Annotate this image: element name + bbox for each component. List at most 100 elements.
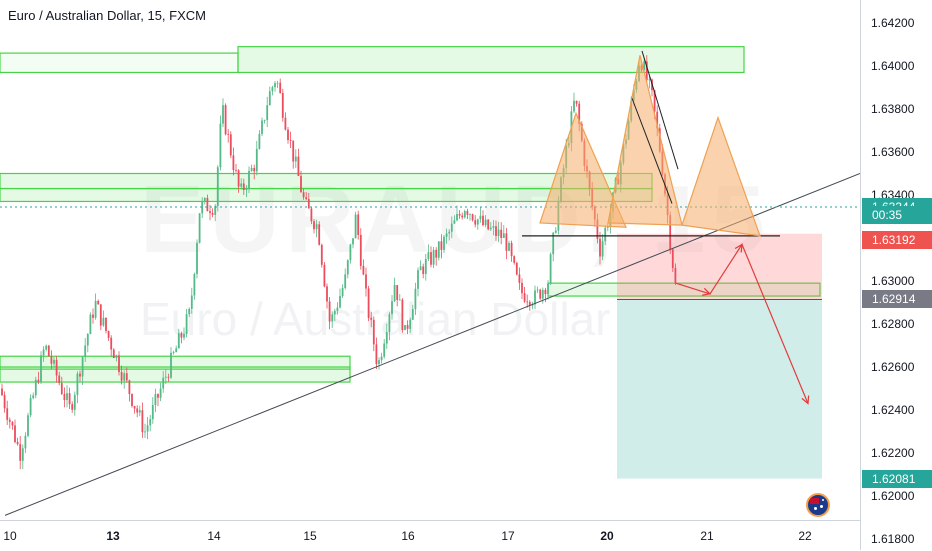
candle-body [284, 117, 287, 130]
candle-body [380, 356, 383, 361]
candle-body [141, 410, 144, 433]
support-resistance-zone [0, 355, 351, 370]
candle-body [458, 213, 461, 216]
take-profit-zone [617, 299, 822, 479]
candle-body [599, 238, 601, 257]
candle-body [339, 296, 341, 308]
candle-body [188, 308, 191, 315]
candle-body [287, 129, 289, 141]
chart-area[interactable]: EURAUD, 15 Euro / Australian Dollar Euro… [0, 0, 860, 520]
candle-body [526, 301, 529, 303]
price-tick-label: 1.63800 [871, 102, 915, 116]
candle-body [177, 333, 180, 349]
candle-body [133, 406, 136, 409]
price-chart[interactable] [0, 0, 860, 520]
candle-body [86, 334, 89, 346]
candle-body [487, 219, 490, 230]
candle-body [466, 211, 469, 215]
candle-body [97, 300, 100, 305]
candle-body [424, 259, 427, 274]
candle-body [3, 395, 6, 409]
candle-body [375, 344, 378, 365]
candle-body [110, 337, 113, 350]
candle-body [214, 205, 217, 215]
candle-body [144, 431, 146, 433]
candle-body [492, 226, 495, 228]
candle-body [258, 133, 261, 149]
candle-body [500, 229, 503, 238]
candle-body [341, 287, 344, 297]
candle-body [497, 229, 500, 236]
candle-body [443, 236, 445, 250]
price-tick-label: 1.63000 [871, 274, 915, 288]
candle-body [211, 212, 214, 215]
candle-body [276, 82, 279, 84]
candle-body [79, 373, 81, 377]
watermark-name: Euro / Australian Dollar [140, 293, 611, 345]
candle-body [53, 359, 55, 364]
candle-body [601, 241, 604, 257]
candle-body [45, 345, 48, 350]
candle-body [378, 360, 380, 365]
candle-body [388, 314, 391, 333]
candle-body [521, 282, 523, 294]
head [607, 55, 683, 226]
candle-body [92, 314, 94, 318]
candle-body [578, 103, 581, 124]
candle-body [471, 214, 474, 221]
time-axis[interactable]: 10 13 14 15 16 17 20 21 22 [0, 520, 860, 551]
time-tick-label: 10 [3, 529, 17, 543]
candle-body [300, 176, 302, 193]
candle-body [541, 289, 544, 299]
candle-body [63, 393, 66, 400]
candle-body [216, 167, 219, 206]
candle-body [219, 123, 222, 168]
price-tick-label: 1.64000 [871, 59, 915, 73]
arrow-head [702, 287, 712, 296]
candle-body [320, 244, 323, 265]
candle-body [362, 265, 365, 275]
candle-body [385, 332, 388, 344]
price-badge: 1.62081 [862, 469, 932, 488]
candle-body [544, 289, 547, 295]
candle-body [146, 425, 149, 432]
candle-body [245, 188, 248, 191]
candle-body [484, 219, 487, 226]
candle-body [154, 394, 157, 405]
candle-body [346, 260, 349, 275]
chart-title: Euro / Australian Dollar, 15, FXCM [8, 8, 206, 23]
candle-body [539, 289, 542, 299]
candle-body [266, 105, 269, 121]
candle-body [448, 231, 451, 234]
candle-body [435, 249, 438, 258]
candle-body [671, 249, 674, 268]
candle-body [354, 214, 357, 239]
australia-flag-icon[interactable] [806, 493, 830, 517]
candle-body [674, 267, 677, 284]
candle-body [409, 319, 412, 329]
candle-body [344, 274, 347, 288]
candle-body [554, 230, 557, 233]
price-axis[interactable]: 1.64200 1.64000 1.63800 1.63600 1.63400 1.630… [860, 0, 932, 550]
candle-body [47, 345, 50, 357]
candle-body [365, 274, 367, 289]
time-tick-label: 22 [798, 529, 812, 543]
arrow-head [801, 395, 810, 405]
candle-body [513, 256, 516, 263]
candle-body [112, 349, 115, 359]
candle-body [606, 227, 609, 228]
time-tick-label: 21 [700, 529, 714, 543]
price-badge: 1.62914 [862, 290, 932, 309]
support-resistance-zone [0, 52, 239, 74]
candle-body [131, 393, 133, 407]
candle-body [307, 199, 310, 209]
price-badge: 00:35 [862, 206, 932, 224]
candle-body [102, 317, 105, 326]
candle-body [89, 314, 92, 335]
candle-body [209, 211, 211, 213]
candle-body [352, 238, 354, 245]
candle-body [138, 410, 141, 413]
candle-body [198, 213, 201, 243]
candle-body [8, 419, 11, 422]
candle-body [552, 232, 555, 255]
